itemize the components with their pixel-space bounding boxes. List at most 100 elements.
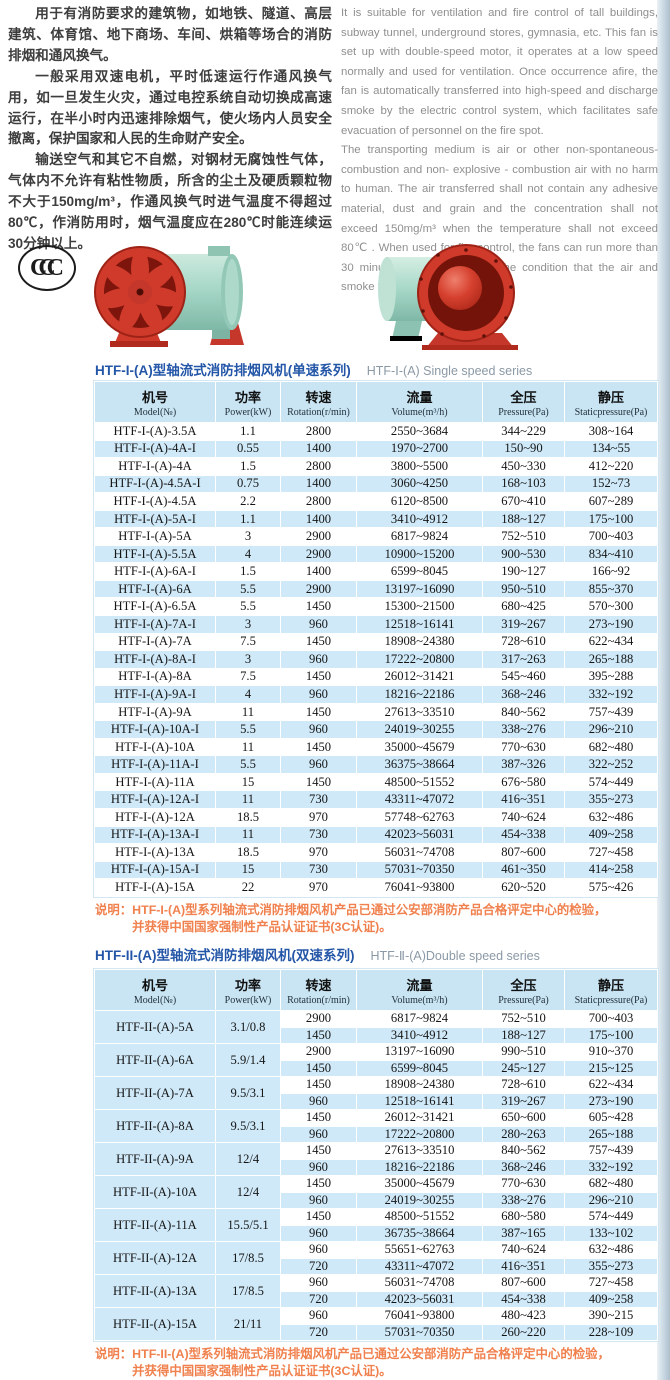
cell: 700~403 <box>565 528 657 545</box>
cell: 752~510 <box>483 1011 564 1027</box>
page-edge-band <box>657 0 670 1380</box>
cell: 650~600 <box>483 1110 564 1126</box>
cell: 570~300 <box>565 598 657 616</box>
model-cell: HTF-II-(A)-15A <box>95 1308 215 1340</box>
cell: 280~263 <box>483 1126 564 1142</box>
cell: HTF-I-(A)-11A <box>95 773 215 791</box>
table-row: 960 24019~30255 338~276 296~210 <box>95 1192 657 1208</box>
cell: HTF-I-(A)-4.5A-I <box>95 475 215 493</box>
axial-fan-front-image <box>378 244 518 350</box>
cell: 387~165 <box>483 1225 564 1241</box>
cell: 18.5 <box>216 809 280 826</box>
cell: 1.1 <box>216 423 280 440</box>
cell: 36375~38664 <box>357 756 482 773</box>
cell: HTF-I-(A)-6A <box>95 580 215 598</box>
cell: 265~188 <box>565 651 657 668</box>
cell: 2800 <box>281 423 356 440</box>
cell: 1400 <box>281 475 356 493</box>
cell: 56031~74708 <box>357 844 482 861</box>
cell: 960 <box>281 1126 356 1142</box>
cell: 682~480 <box>565 1176 657 1192</box>
table-row: 960 17222~20800 280~263 265~188 <box>95 1126 657 1142</box>
model-cell: HTF-II-(A)-9A <box>95 1143 215 1175</box>
cell: 6599~8045 <box>357 1060 482 1076</box>
table-row: HTF-I-(A)-9A-I 4 960 18216~22186 368~246 332~… <box>95 686 657 703</box>
table-row: 720 57031~70350 260~220 228~109 <box>95 1324 657 1340</box>
cell: 727~458 <box>565 844 657 861</box>
cell: 1400 <box>281 440 356 458</box>
cell: 1450 <box>281 1060 356 1076</box>
table-row: HTF-II-(A)-6A 5.9/1.4 2900 13197~16090 990~5… <box>95 1044 657 1076</box>
table-row: HTF-II-(A)-9A 12/4 1450 27613~33510 840~562 7… <box>95 1143 657 1175</box>
cell: HTF-I-(A)-12A <box>95 809 215 826</box>
cell: HTF-I-(A)-7A-I <box>95 616 215 633</box>
cell: 355~273 <box>565 1258 657 1274</box>
model-cell: HTF-II-(A)-13A <box>95 1275 215 1307</box>
cell: 338~276 <box>483 721 564 738</box>
cell: 317~263 <box>483 651 564 668</box>
table-row: HTF-I-(A)-10A-I 5.5 960 24019~30255 338~276 2… <box>95 721 657 738</box>
cell: 6120~8500 <box>357 493 482 510</box>
cell: 22 <box>216 879 280 896</box>
cell: HTF-I-(A)-10A-I <box>95 721 215 738</box>
cell: 807~600 <box>483 1275 564 1291</box>
table-row: HTF-II-(A)-5A 3.1/0.8 2900 6817~9824 752~510… <box>95 1011 657 1043</box>
cell: 13197~16090 <box>357 1044 482 1060</box>
cell: 390~215 <box>565 1308 657 1324</box>
cell: 682~480 <box>565 738 657 756</box>
column-header: 流量 Volume(m³/h) <box>357 970 482 1010</box>
cell: 4 <box>216 545 280 563</box>
cell: 1.5 <box>216 458 280 475</box>
table-row: HTF-I-(A)-13A 18.5 970 56031~74708 807~600 72… <box>95 844 657 861</box>
table-row: HTF-I-(A)-6A 5.5 2900 13197~16090 950~510 855… <box>95 580 657 598</box>
cell: 35000~45679 <box>357 738 482 756</box>
cell: 960 <box>281 1159 356 1175</box>
cell: 727~458 <box>565 1275 657 1291</box>
intro-section: 用于有消防要求的建筑物，如地铁、隧道、高层建筑、体育馆、地下商场、车间、烘箱等场… <box>8 4 658 298</box>
note-label: 说明： <box>95 1347 133 1361</box>
cell: 620~520 <box>483 879 564 896</box>
single-speed-note: 说明： HTF-I-(A)型系列轴流式消防排烟风机产品已通过公安部消防产品合格评… <box>95 902 640 936</box>
cell: 960 <box>281 1308 356 1324</box>
cell: HTF-I-(A)-15A-I <box>95 861 215 879</box>
cell: 412~220 <box>565 458 657 475</box>
cell: 7.5 <box>216 633 280 651</box>
single-speed-section-title: HTF-I-(A)型轴流式消防排烟风机(单速系列) HTF-Ⅰ-(A) Singl… <box>95 359 532 380</box>
power-cell: 12/4 <box>216 1143 280 1175</box>
cell: 18908~24380 <box>357 633 482 651</box>
cell: 15 <box>216 861 280 879</box>
cell: 3410~4912 <box>357 510 482 528</box>
table-row: HTF-I-(A)-15A-I 15 730 57031~70350 461~350 41… <box>95 861 657 879</box>
table-row: HTF-I-(A)-11A-I 5.5 960 36375~38664 387~326 3… <box>95 756 657 773</box>
cell: 319~267 <box>483 1093 564 1109</box>
cell: 273~190 <box>565 616 657 633</box>
cell: 332~192 <box>565 1159 657 1175</box>
cell: 728~610 <box>483 1077 564 1093</box>
cell: 740~624 <box>483 809 564 826</box>
table-body: HTF-I-(A)-3.5A 1.1 2800 2550~3684 344~229 308… <box>95 423 657 896</box>
cell: 676~580 <box>483 773 564 791</box>
cell: 0.55 <box>216 440 280 458</box>
column-header: 机号 Model(№) <box>95 382 215 422</box>
model-cell: HTF-II-(A)-12A <box>95 1242 215 1274</box>
cell: 215~125 <box>565 1060 657 1076</box>
cell: 480~423 <box>483 1308 564 1324</box>
cell: 910~370 <box>565 1044 657 1060</box>
cell: 416~351 <box>483 791 564 809</box>
power-cell: 9.5/3.1 <box>216 1077 280 1109</box>
cell: HTF-I-(A)-4A-I <box>95 440 215 458</box>
table-row: HTF-I-(A)-4A 1.5 2800 3800~5500 450~330 412~2… <box>95 458 657 475</box>
cell: 319~267 <box>483 616 564 633</box>
cell: 950~510 <box>483 580 564 598</box>
cell: 960 <box>281 1192 356 1208</box>
section-title-cn: HTF-I-(A)型轴流式消防排烟风机(单速系列) <box>95 363 351 378</box>
cell: 1450 <box>281 1209 356 1225</box>
column-header: 功率 Power(kW) <box>216 970 280 1010</box>
cell: 1450 <box>281 738 356 756</box>
cell: 605~428 <box>565 1110 657 1126</box>
cell: 1450 <box>281 1077 356 1093</box>
table-row: HTF-II-(A)-13A 17/8.5 960 56031~74708 807~60… <box>95 1275 657 1307</box>
intro-cn-paragraph: 用于有消防要求的建筑物，如地铁、隧道、高层建筑、体育馆、地下商场、车间、烘箱等场… <box>8 6 332 63</box>
cell: 55651~62763 <box>357 1242 482 1258</box>
cell: 2.2 <box>216 493 280 510</box>
